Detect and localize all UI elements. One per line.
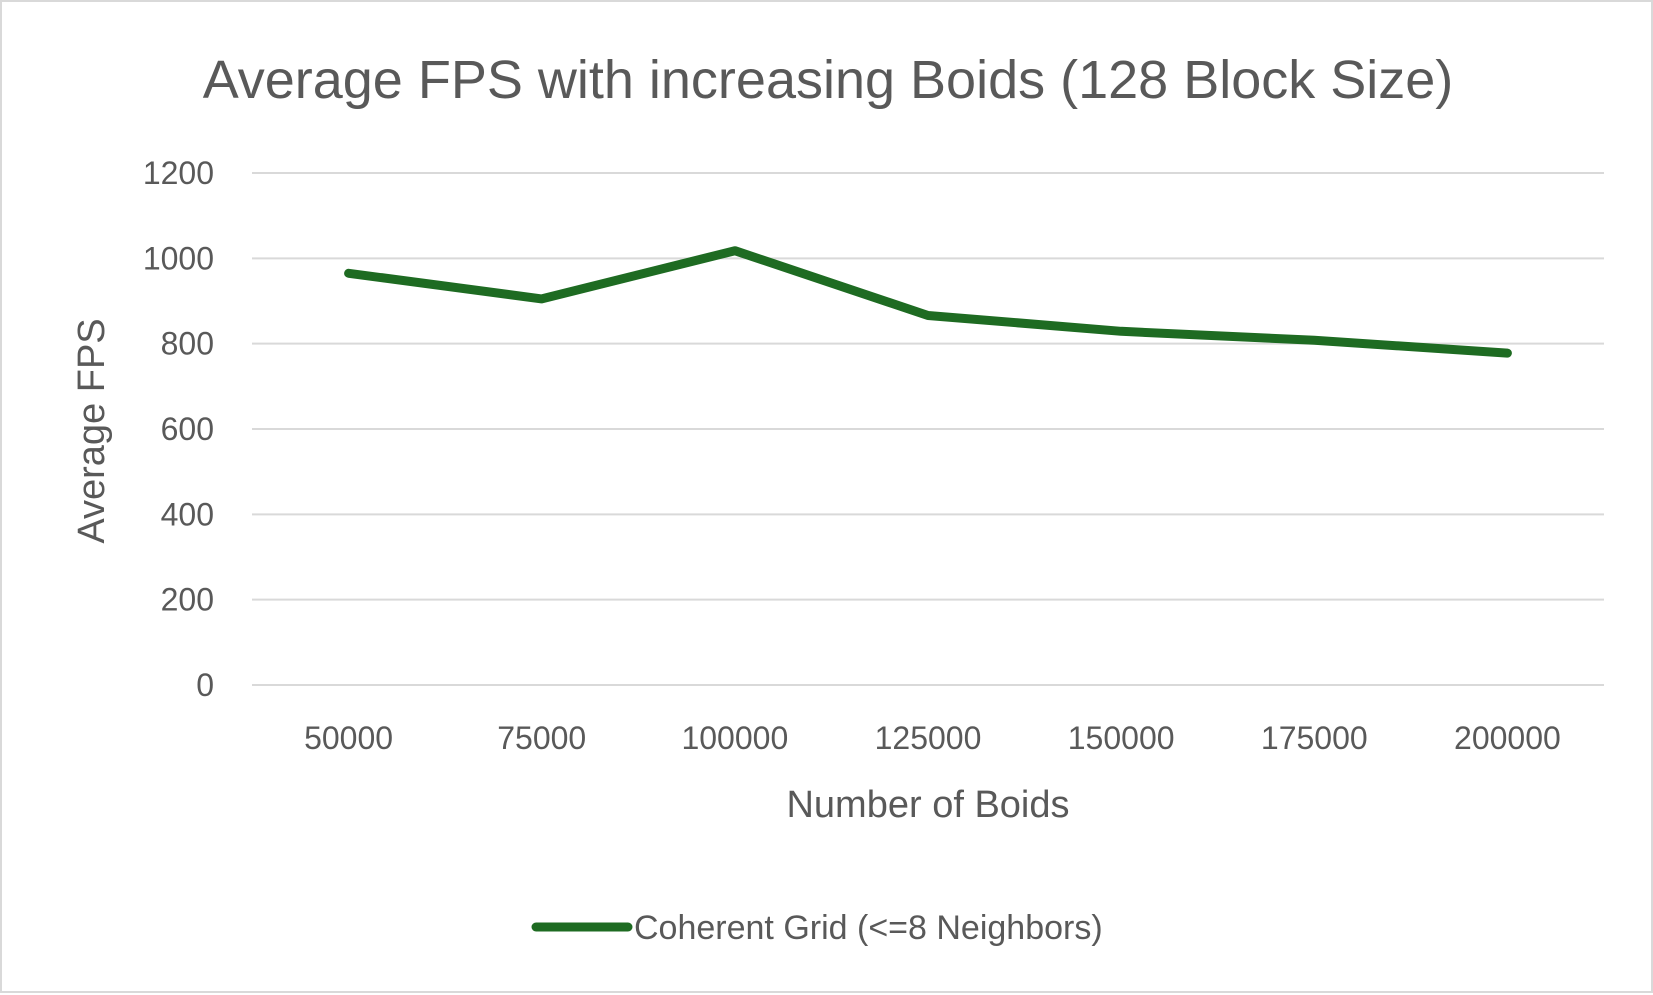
y-tick-label: 1000	[143, 240, 214, 276]
y-tick-label: 200	[161, 582, 214, 618]
x-tick-label: 150000	[1068, 720, 1175, 756]
gridlines	[252, 172, 1604, 686]
y-axis-label: Average FPS	[71, 318, 113, 543]
x-tick-label: 125000	[875, 720, 982, 756]
legend-label: Coherent Grid (<=8 Neighbors)	[634, 909, 1103, 947]
y-tick-label: 400	[161, 496, 214, 532]
y-tick-label: 0	[196, 667, 214, 703]
x-axis-label: Number of Boids	[786, 784, 1069, 826]
x-axis-ticks: 50000 75000 100000 125000 150000 175000 200000	[304, 720, 1561, 756]
y-tick-label: 800	[161, 326, 214, 362]
x-tick-label: 75000	[497, 720, 586, 756]
x-tick-label: 200000	[1454, 720, 1561, 756]
y-tick-label: 1200	[143, 155, 214, 191]
series-line	[344, 246, 1512, 358]
y-tick-label: 600	[161, 411, 214, 447]
legend: Coherent Grid (<=8 Neighbors)	[531, 909, 1103, 947]
x-tick-label: 50000	[304, 720, 393, 756]
x-tick-label: 100000	[681, 720, 788, 756]
chart-title: Average FPS with increasing Boids (128 B…	[203, 50, 1454, 110]
series-lines	[344, 246, 1512, 358]
y-axis-ticks: 0 200 400 600 800 1000 1200	[143, 155, 214, 703]
x-tick-label: 175000	[1261, 720, 1368, 756]
